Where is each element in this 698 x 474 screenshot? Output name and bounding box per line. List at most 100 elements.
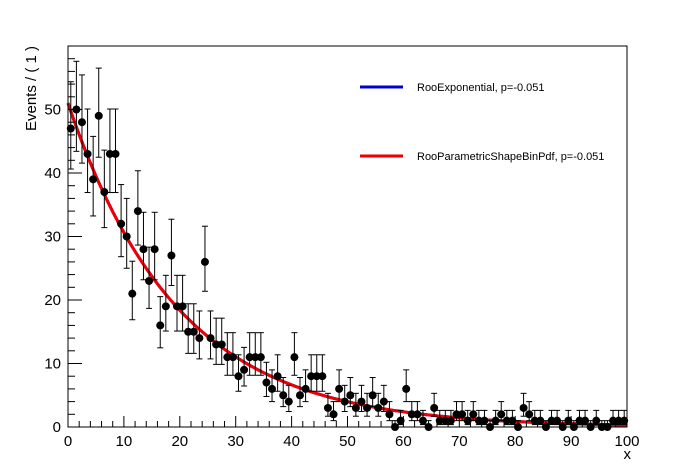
data-point — [295, 377, 304, 408]
data-marker — [217, 340, 226, 349]
data-marker — [167, 251, 176, 260]
data-point — [212, 317, 221, 365]
data-marker — [530, 416, 539, 425]
data-point — [581, 409, 590, 426]
data-point — [368, 377, 377, 408]
data-marker — [323, 403, 332, 412]
data-marker — [318, 372, 327, 381]
data-point — [491, 409, 500, 426]
data-marker — [609, 416, 618, 425]
data-point — [268, 369, 277, 403]
data-point — [145, 246, 154, 309]
data-point — [284, 384, 293, 413]
data-point — [323, 392, 332, 417]
y-tick-label: 50 — [44, 102, 61, 119]
data-point — [94, 67, 103, 158]
data-point — [240, 346, 249, 387]
data-point — [128, 260, 137, 321]
data-marker — [83, 149, 92, 158]
data-marker — [553, 416, 562, 425]
data-point — [452, 401, 461, 422]
data-point — [418, 409, 427, 426]
data-marker — [94, 111, 103, 120]
data-point — [318, 354, 327, 392]
data-point — [122, 197, 131, 269]
x-tick-label: 20 — [171, 433, 188, 450]
data-marker — [536, 416, 545, 425]
data-point — [553, 409, 562, 426]
data-point — [156, 296, 165, 349]
data-point — [402, 369, 411, 403]
data-marker — [122, 232, 131, 241]
data-marker — [139, 245, 148, 254]
data-marker — [66, 124, 75, 133]
data-marker — [195, 334, 204, 343]
data-marker — [452, 410, 461, 419]
y-tick-label: 40 — [44, 165, 61, 182]
data-marker — [100, 188, 109, 197]
data-point — [564, 409, 573, 426]
data-point — [407, 401, 416, 422]
data-marker — [301, 384, 310, 393]
data-point — [480, 409, 489, 426]
data-marker — [251, 353, 260, 362]
data-marker — [256, 353, 265, 362]
x-tick-label: 80 — [507, 433, 524, 450]
y-tick-label: 10 — [44, 356, 61, 373]
data-point — [167, 218, 176, 287]
data-marker — [105, 149, 114, 158]
data-marker — [379, 397, 388, 406]
data-point — [150, 211, 159, 281]
data-point — [340, 384, 349, 413]
data-point — [536, 409, 545, 426]
x-tick-label: 0 — [64, 433, 72, 450]
data-marker — [279, 391, 288, 400]
data-marker — [592, 416, 601, 425]
data-marker — [234, 372, 243, 381]
data-marker — [497, 410, 506, 419]
data-point — [117, 184, 126, 258]
x-tick-label: 10 — [116, 433, 133, 450]
data-marker — [480, 416, 489, 425]
data-point — [363, 392, 372, 417]
data-marker — [575, 416, 584, 425]
data-marker — [525, 410, 534, 419]
data-point — [379, 384, 388, 413]
data-marker — [508, 416, 517, 425]
data-marker — [223, 353, 232, 362]
data-point — [139, 211, 148, 281]
data-marker — [150, 245, 159, 254]
data-marker — [312, 372, 321, 381]
data-marker — [156, 321, 165, 330]
legend: RooExponential, p=-0.051 RooParametricSh… — [360, 82, 604, 163]
data-marker — [458, 410, 467, 419]
data-point — [413, 401, 422, 422]
data-marker — [418, 416, 427, 425]
data-marker — [111, 149, 120, 158]
data-marker — [145, 276, 154, 285]
data-marker — [89, 175, 98, 184]
data-point — [620, 409, 629, 426]
data-point — [592, 409, 601, 426]
data-marker — [435, 416, 444, 425]
data-marker — [564, 416, 573, 425]
data-marker — [519, 403, 528, 412]
data-marker — [502, 416, 511, 425]
data-point — [385, 401, 394, 422]
data-marker — [463, 416, 472, 425]
data-marker — [430, 403, 439, 412]
data-marker — [307, 372, 316, 381]
data-point — [217, 317, 226, 365]
data-point — [435, 409, 444, 426]
data-marker — [268, 384, 277, 393]
data-point — [312, 354, 321, 392]
data-point — [173, 274, 182, 332]
data-marker — [295, 391, 304, 400]
data-point — [133, 170, 142, 246]
data-marker — [228, 353, 237, 362]
data-marker — [240, 365, 249, 374]
data-point — [508, 409, 517, 426]
data-point — [256, 332, 265, 376]
x-axis-title: x — [624, 446, 632, 463]
data-marker — [189, 327, 198, 336]
